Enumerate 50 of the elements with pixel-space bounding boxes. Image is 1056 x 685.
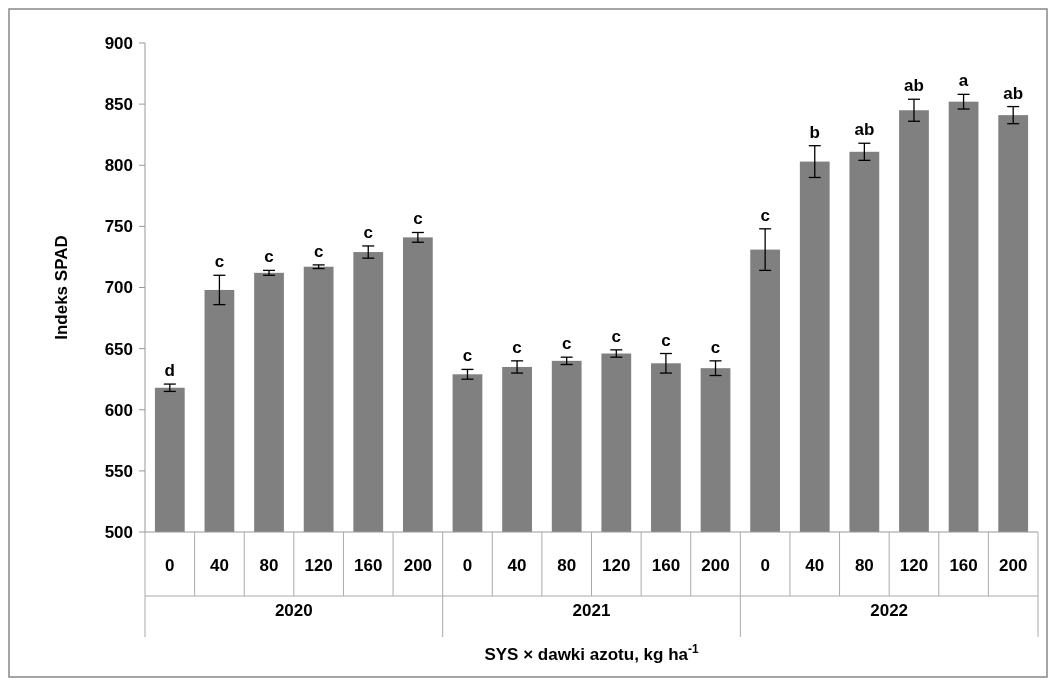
x-tick-label: 80 [854,555,874,575]
y-tick-label: 850 [104,95,133,115]
data-label: c [661,330,671,350]
x-tick-label: 120 [602,555,631,575]
data-label: ab [904,76,924,96]
x-tick-label: 160 [354,555,383,575]
data-label: c [264,247,274,267]
y-axis-title: Indeks SPAD [52,235,71,340]
y-tick-label: 500 [104,522,133,542]
x-tick-label: 40 [507,555,527,575]
x-tick-label: 120 [899,555,929,575]
x-axis-title: SYS × dawki azotu, kg ha$^{-1}$ [484,642,699,664]
text: 2020 [274,600,313,620]
x-tick-label: 40 [209,555,229,575]
text: 2021 [572,600,611,620]
y-tick-label: 600 [104,400,133,420]
data-label: c [561,334,572,354]
x-tick-label: 0 [760,555,770,575]
data-label: ab [1003,83,1024,103]
x-tick-label: 160 [651,555,681,575]
data-label: c [313,241,324,261]
x-tick-label: 200 [701,555,730,575]
data-label: d [164,361,175,381]
data-label: c [710,337,721,357]
x-tick-label: 120 [304,555,333,575]
data-label: c [363,222,373,242]
x-tick-label: 200 [999,555,1028,575]
y-tick-label: 550 [104,461,133,481]
data-label: b [809,122,820,142]
x-tick-label: 160 [949,555,978,575]
data-label: ab [854,120,875,140]
data-label: c [413,209,423,229]
y-tick-label: 750 [104,217,133,237]
data-label: c [214,252,225,272]
x-tick-label: 80 [259,555,279,575]
data-label: c [611,326,622,346]
data-label: c [512,337,522,357]
y-tick-label: 900 [104,33,133,53]
y-tick-label: 800 [104,156,133,176]
x-tick-label: 40 [805,555,825,575]
x-tick-label: 80 [557,555,577,575]
data-label: c [462,346,473,366]
x-tick-label: 0 [462,555,473,575]
data-label: c [760,205,770,225]
y-tick-label: 700 [104,278,133,298]
x-tick-label: 200 [403,555,433,575]
y-tick-label: 650 [104,339,133,359]
x-tick-label: 0 [165,555,175,575]
data-label: a [958,71,969,91]
text: 2022 [870,600,909,620]
